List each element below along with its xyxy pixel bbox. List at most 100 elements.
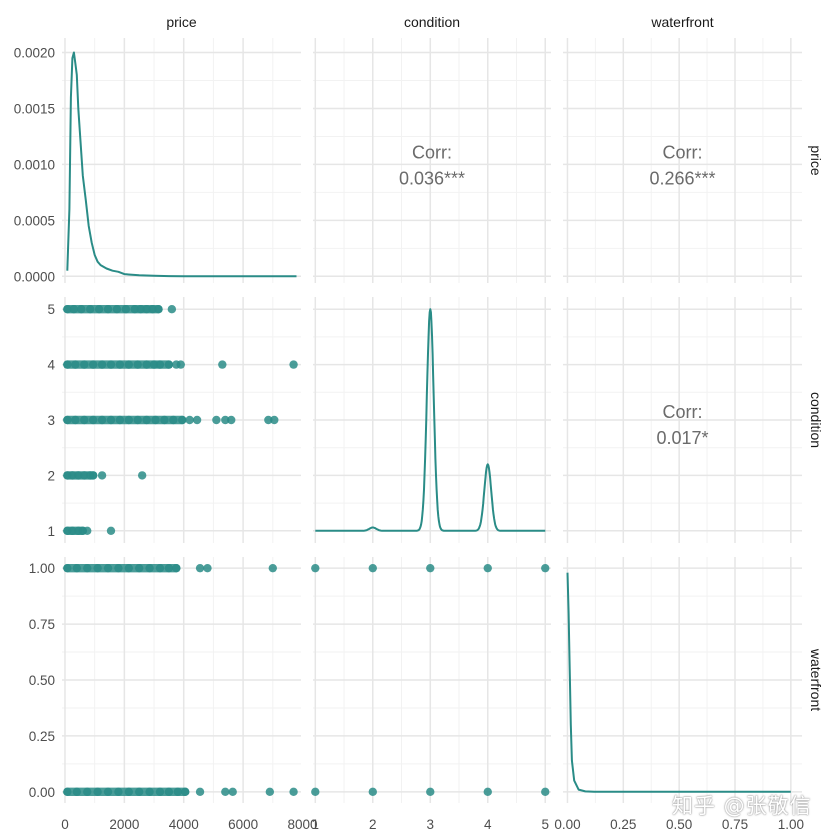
scatter-point-condition-price [155, 360, 165, 369]
scatter-point-condition-price [106, 360, 116, 369]
scatter-point-condition-price [133, 415, 142, 425]
scatter-point-waterfront-condition [541, 787, 550, 797]
density-line-waterfront [566, 572, 791, 793]
scatter-point-condition-price [160, 415, 169, 425]
scatter-point-waterfront-price [124, 787, 134, 797]
y-tick-label: 0.0015 [14, 101, 55, 116]
scatter-point-condition-price [115, 360, 125, 369]
scatter-point-condition-price [178, 415, 187, 425]
scatter-point-condition-price [88, 471, 98, 480]
x-tick-label: 6000 [228, 817, 258, 832]
x-tick-label: 1.00 [778, 817, 804, 832]
scatter-point-waterfront-condition [426, 787, 435, 797]
scatter-point-condition-price [94, 304, 104, 314]
panel-grid-0-1 [313, 38, 551, 283]
scatter-point-condition-price [103, 304, 113, 314]
scatter-point-waterfront-price [124, 563, 134, 573]
corr-condition-waterfront-value: 0.017* [656, 428, 708, 448]
scatter-point-condition-price [136, 304, 145, 314]
x-tick-label: 2 [369, 817, 377, 832]
corr-price-condition-value: 0.036*** [399, 169, 465, 189]
strip-label-top-condition: condition [404, 14, 460, 30]
x-tick-label: 0.50 [666, 817, 692, 832]
scatter-point-waterfront-price [103, 787, 113, 797]
scatter-point-condition-price [212, 415, 221, 425]
scatter-point-waterfront-price [134, 787, 144, 797]
scatter-point-condition-price [68, 526, 77, 536]
density-line-condition [314, 308, 546, 532]
scatter-point-waterfront-price [268, 563, 277, 573]
scatter-point-condition-price [88, 415, 98, 425]
scatter-point-condition-price [97, 360, 107, 369]
scatter-point-condition-price [106, 526, 116, 536]
y-tick-label: 1 [47, 524, 55, 539]
scatter-point-waterfront-price [221, 787, 230, 797]
scatter-point-waterfront-price [93, 787, 102, 797]
scatter-point-waterfront-price [173, 787, 182, 797]
strip-label-right-condition: condition [808, 392, 824, 448]
y-tick-label: 0.0005 [14, 213, 55, 228]
corr-price-waterfront-label: Corr: [663, 143, 703, 163]
scatter-point-waterfront-condition [368, 563, 377, 573]
scatter-point-condition-price [142, 415, 151, 425]
scatter-point-waterfront-price [145, 563, 154, 573]
scatter-point-condition-price [133, 360, 142, 369]
scatter-point-condition-price [77, 304, 86, 314]
density-line-price [66, 51, 297, 278]
scatter-point-waterfront-price [203, 563, 212, 573]
scatter-point-condition-price [192, 415, 202, 425]
scatter-point-condition-price [164, 360, 174, 369]
y-tick-label: 0.0000 [14, 269, 55, 284]
scatter-point-condition-price [154, 304, 163, 314]
x-tick-label: 2000 [109, 817, 139, 832]
scatter-point-waterfront-condition [311, 563, 320, 573]
scatter-point-waterfront-price [114, 563, 123, 573]
scatter-point-waterfront-price [103, 563, 113, 573]
scatter-point-waterfront-price [63, 787, 72, 797]
scatter-point-condition-price [130, 304, 139, 314]
scatter-point-condition-price [63, 360, 72, 369]
panel-grid-0-0 [62, 38, 301, 283]
strip-label-right-price: price [808, 145, 824, 176]
x-tick-label: 3 [427, 817, 435, 832]
scatter-point-waterfront-price [228, 787, 237, 797]
scatter-point-condition-price [69, 304, 79, 314]
scatter-point-waterfront-condition [368, 787, 377, 797]
y-tick-label: 0.0020 [14, 46, 55, 61]
scatter-point-waterfront-price [172, 563, 181, 573]
x-tick-label: 0.75 [722, 817, 748, 832]
y-tick-label: 0.0010 [14, 157, 55, 172]
x-tick-label: 0.25 [610, 817, 636, 832]
scatter-point-waterfront-price [63, 563, 72, 573]
x-tick-label: 1 [312, 817, 320, 832]
scatter-point-condition-price [71, 415, 80, 425]
scatter-point-condition-price [97, 471, 107, 480]
scatter-point-waterfront-price [145, 787, 154, 797]
scatter-point-condition-price [227, 415, 236, 425]
x-tick-label: 5 [541, 817, 549, 832]
scatter-point-condition-price [221, 415, 230, 425]
y-tick-label: 0.75 [29, 617, 55, 632]
scatter-point-condition-price [185, 415, 194, 425]
x-tick-label: 8000 [287, 817, 317, 832]
panel-grid-2-2 [563, 557, 802, 803]
panel-grid-1-2 [563, 297, 802, 543]
scatter-point-condition-price [218, 360, 227, 369]
y-tick-label: 2 [47, 468, 55, 483]
scatter-point-condition-price [63, 304, 72, 314]
scatter-point-condition-price [137, 471, 147, 480]
scatter-point-waterfront-condition [426, 563, 435, 573]
x-tick-label: 0 [61, 817, 69, 832]
y-tick-label: 0.00 [29, 785, 55, 800]
scatter-point-waterfront-price [155, 563, 165, 573]
scatter-point-waterfront-price [164, 563, 174, 573]
scatter-point-condition-price [74, 471, 83, 480]
x-tick-label: 4000 [169, 817, 199, 832]
scatter-point-waterfront-price [155, 787, 165, 797]
scatter-point-waterfront-price [181, 787, 190, 797]
scatter-point-condition-price [121, 304, 131, 314]
scatter-point-condition-price [289, 360, 298, 369]
panel-grid-0-2 [563, 38, 802, 283]
scatter-point-condition-price [80, 360, 89, 369]
